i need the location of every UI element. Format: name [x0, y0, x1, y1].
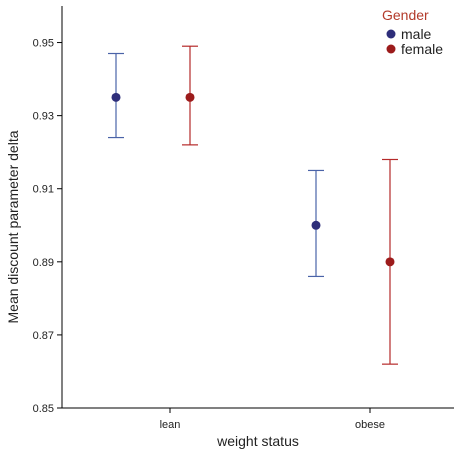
y-tick-label: 0.87: [33, 330, 54, 342]
legend: Gender male female: [382, 7, 443, 57]
point-male-obese: [311, 220, 321, 230]
legend-label-male: male: [401, 26, 432, 42]
legend-marker-female: [386, 44, 396, 54]
x-tick-label: lean: [160, 419, 181, 431]
axes: [61, 6, 454, 409]
legend-marker-male: [386, 29, 396, 39]
y-tick-label: 0.85: [33, 403, 54, 415]
point-female-obese: [385, 257, 395, 267]
point-female-lean: [185, 92, 195, 102]
x-axis-title: weight status: [216, 433, 299, 449]
x-ticks: lean obese: [160, 408, 385, 431]
error-bars: [108, 45, 398, 365]
x-tick-label: obese: [355, 419, 385, 431]
y-ticks: 0.85 0.87 0.89 0.91 0.93 0.95: [33, 38, 62, 415]
y-tick-label: 0.93: [33, 111, 54, 123]
legend-title: Gender: [382, 7, 429, 23]
data-points: [111, 92, 395, 267]
y-tick-label: 0.91: [33, 184, 54, 196]
y-tick-label: 0.95: [33, 38, 54, 50]
legend-label-female: female: [401, 41, 443, 57]
y-axis-title: Mean discount parameter delta: [5, 130, 21, 323]
point-male-lean: [111, 92, 121, 102]
y-tick-label: 0.89: [33, 257, 54, 269]
